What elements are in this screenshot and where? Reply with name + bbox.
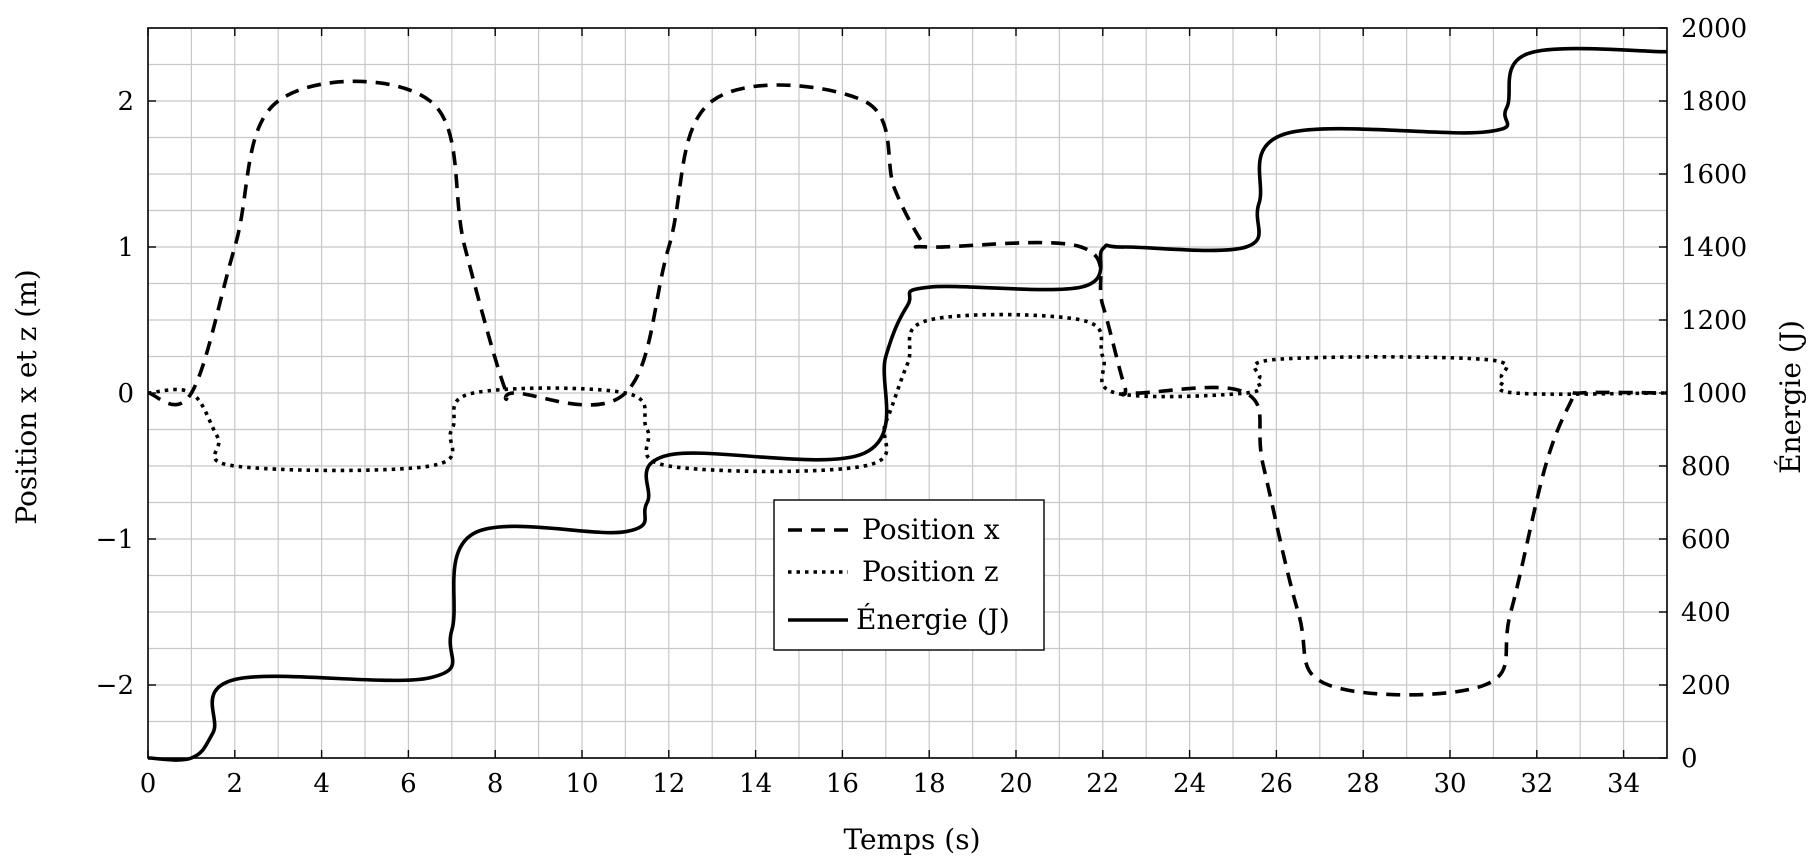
y-right-tick-label: 1000 — [1681, 379, 1747, 409]
x-tick-label: 12 — [652, 769, 685, 799]
x-tick-label: 24 — [1173, 769, 1206, 799]
y-right-tick-label: 1600 — [1681, 160, 1747, 190]
legend-energy-label: Énergie (J) — [856, 603, 1010, 636]
x-tick-label: 8 — [487, 769, 504, 799]
x-tick-label: 0 — [140, 769, 157, 799]
y-right-tick-label: 0 — [1681, 744, 1698, 774]
y-right-tick-label: 800 — [1681, 452, 1731, 482]
y-left-tick-label: −1 — [96, 525, 134, 555]
x-tick-label: 4 — [313, 769, 330, 799]
y-right-tick-label: 400 — [1681, 598, 1731, 628]
y-right-tick-label: 2000 — [1681, 14, 1747, 44]
y-right-tick-label: 200 — [1681, 671, 1731, 701]
legend-box — [773, 499, 1045, 651]
y-left-tick-label: −2 — [96, 671, 134, 701]
grid — [147, 27, 1668, 759]
x-tick-label: 26 — [1260, 769, 1293, 799]
x-tick-label: 14 — [739, 769, 772, 799]
x-tick-label: 28 — [1347, 769, 1380, 799]
x-axis-title: Temps (s) — [843, 823, 980, 856]
axes: 0 2 4 6 8 10 12 14 16 18 20 22 24 26 28 30 32 34−2−101202… — [96, 14, 1748, 799]
y-left-tick-label: 0 — [117, 379, 134, 409]
y-left-tick-label: 1 — [117, 233, 134, 263]
series-position-x-line — [147, 79, 1668, 697]
series-layer — [147, 46, 1668, 762]
series-position-z-line — [147, 312, 1668, 474]
x-tick-label: 10 — [565, 769, 598, 799]
y-left-tick-label: 2 — [117, 87, 134, 117]
x-tick-label: 34 — [1607, 769, 1640, 799]
legend-position-x-label: Position x — [862, 513, 1000, 546]
x-tick-label: 30 — [1433, 769, 1466, 799]
legend-position-z-label: Position z — [862, 555, 999, 588]
legend: Position x Position z Énergie (J) — [773, 499, 1045, 651]
x-tick-label: 16 — [826, 769, 859, 799]
series-energy-line — [147, 46, 1668, 762]
x-tick-label: 22 — [1086, 769, 1119, 799]
x-tick-label: 32 — [1520, 769, 1553, 799]
x-tick-label: 2 — [227, 769, 244, 799]
y-right-tick-label: 600 — [1681, 525, 1731, 555]
x-tick-label: 18 — [913, 769, 946, 799]
y-axis-right-title: Énergie (J) — [1774, 320, 1807, 474]
y-right-tick-label: 1400 — [1681, 233, 1747, 263]
x-tick-label: 20 — [999, 769, 1032, 799]
x-tick-label: 6 — [400, 769, 417, 799]
y-axis-left-title: Position x et z (m) — [10, 269, 43, 524]
y-right-tick-label: 1200 — [1681, 306, 1747, 336]
y-right-tick-label: 1800 — [1681, 87, 1747, 117]
